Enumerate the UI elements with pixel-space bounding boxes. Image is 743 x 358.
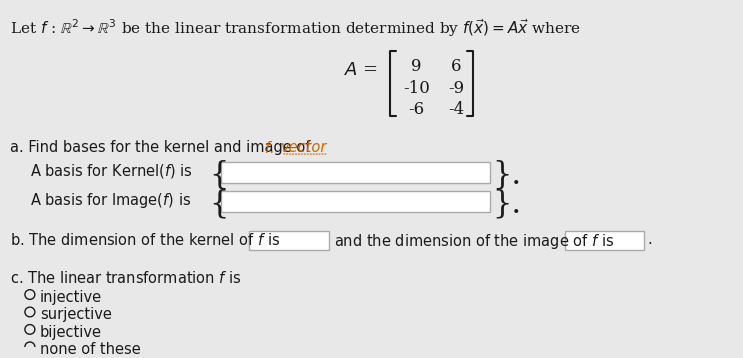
Text: a. Find bases for the kernel and image of: a. Find bases for the kernel and image o… xyxy=(10,140,311,155)
Text: c. The linear transformation $f$ is: c. The linear transformation $f$ is xyxy=(10,270,241,286)
Text: and the dimension of the image of $f$ is: and the dimension of the image of $f$ is xyxy=(334,232,614,251)
Text: $f$.: $f$. xyxy=(264,140,273,156)
Text: 6: 6 xyxy=(451,58,461,75)
Text: none of these: none of these xyxy=(40,342,140,357)
Text: {: { xyxy=(210,160,229,191)
Text: injective: injective xyxy=(40,290,102,305)
Text: A basis for Image($f$) is: A basis for Image($f$) is xyxy=(30,191,191,210)
Text: -10: -10 xyxy=(403,80,429,97)
FancyBboxPatch shape xyxy=(221,191,490,212)
Text: -4: -4 xyxy=(448,101,464,118)
Text: bijective: bijective xyxy=(40,325,102,340)
Text: $A$ =: $A$ = xyxy=(344,61,378,79)
Text: .: . xyxy=(647,232,652,247)
FancyBboxPatch shape xyxy=(249,231,328,250)
Text: {: { xyxy=(210,189,229,220)
Text: Let $f$ : $\mathbb{R}^2 \rightarrow \mathbb{R}^3$ be the linear transformation d: Let $f$ : $\mathbb{R}^2 \rightarrow \mat… xyxy=(10,18,581,39)
FancyBboxPatch shape xyxy=(565,231,644,250)
Text: vector: vector xyxy=(281,140,327,155)
Text: }.: }. xyxy=(492,189,521,220)
Text: -9: -9 xyxy=(448,80,464,97)
FancyBboxPatch shape xyxy=(221,162,490,183)
Text: -6: -6 xyxy=(408,101,424,118)
Text: 9: 9 xyxy=(411,58,421,75)
Text: }.: }. xyxy=(492,160,521,191)
Text: b. The dimension of the kernel of $f$ is: b. The dimension of the kernel of $f$ is xyxy=(10,232,280,247)
Text: surjective: surjective xyxy=(40,307,111,322)
Text: A basis for Kernel($f$) is: A basis for Kernel($f$) is xyxy=(30,162,192,180)
